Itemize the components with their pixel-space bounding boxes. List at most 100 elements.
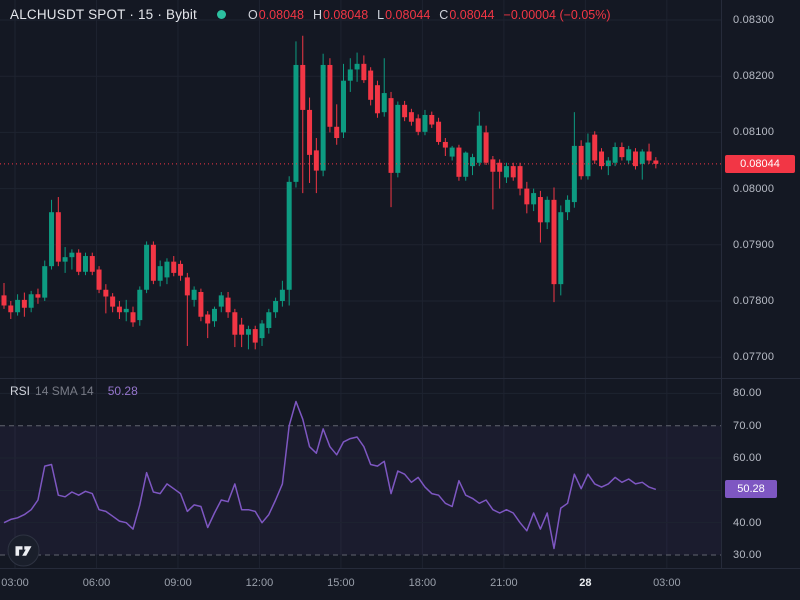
price-axis-label: 0.08100 — [733, 126, 775, 139]
candle — [225, 297, 231, 313]
close-value: 0.08044 — [449, 7, 495, 22]
candle — [565, 199, 571, 213]
candle — [76, 252, 82, 272]
symbol-title[interactable]: ALCHUSDT SPOT · 15 · Bybit — [10, 7, 198, 22]
candle — [307, 109, 313, 155]
rsi-axis-label: 30.00 — [733, 549, 762, 561]
price-axis-label: 0.07800 — [733, 295, 775, 307]
candle — [205, 314, 211, 324]
candle — [266, 312, 272, 328]
candle — [110, 296, 116, 307]
candle — [300, 64, 306, 110]
ohlc-row: O 0.08048 H 0.08048 L 0.08044 C 0.08044 … — [248, 8, 611, 22]
candle — [442, 141, 448, 148]
candle — [28, 294, 34, 308]
candle — [178, 263, 184, 276]
time-axis-label: 15:00 — [327, 577, 355, 589]
candle — [490, 159, 496, 172]
candle — [245, 329, 251, 335]
candle — [341, 80, 346, 133]
price-axis[interactable]: 0.08300 0.08200 0.08100 0.08000 0.07900 0.078… — [721, 0, 800, 568]
candle — [55, 212, 61, 262]
candle — [585, 142, 591, 177]
candle — [313, 150, 319, 171]
candle — [483, 132, 489, 163]
candle — [524, 188, 530, 205]
candle — [89, 256, 95, 272]
candle — [436, 121, 442, 142]
time-axis[interactable]: 03:00 06:00 09:00 12:00 15:00 18:00 21:00 28 03:… — [0, 568, 800, 600]
candle — [626, 149, 632, 161]
candle — [544, 199, 550, 223]
time-axis-label: 21:00 — [490, 577, 518, 589]
price-axis-label: 0.07900 — [733, 238, 775, 251]
candle — [422, 114, 428, 132]
candle — [429, 114, 435, 125]
chart-legend: ALCHUSDT SPOT · 15 · Bybit O 0.08048 H 0… — [10, 7, 611, 22]
candle — [69, 252, 75, 258]
candle — [273, 301, 279, 313]
candle — [62, 257, 68, 262]
candle — [8, 305, 14, 313]
candle — [653, 160, 659, 164]
candle — [517, 166, 523, 189]
candle — [551, 199, 557, 285]
time-axis-label: 12:00 — [245, 577, 274, 589]
candle — [619, 147, 625, 158]
candle — [646, 151, 652, 161]
candle — [1, 295, 7, 306]
rsi-axis-label: 40.00 — [733, 516, 762, 529]
rsi-pane[interactable] — [0, 378, 722, 568]
time-axis-label: 18:00 — [408, 577, 437, 589]
price-axis-label: 0.08000 — [733, 182, 775, 195]
candle — [184, 277, 190, 296]
candle — [130, 312, 136, 323]
rsi-legend: RSI 14 SMA 14 50.28 — [10, 384, 138, 398]
open-label: O — [248, 7, 258, 22]
open-value: 0.08048 — [258, 7, 304, 22]
price-axis-label: 0.07700 — [733, 351, 775, 364]
candle — [218, 295, 224, 307]
rsi-line — [3, 400, 657, 550]
time-axis-label: 06:00 — [82, 577, 111, 589]
candle — [463, 152, 469, 177]
rsi-axis-label: 70.00 — [733, 419, 762, 432]
candle — [578, 145, 584, 177]
candle — [327, 64, 333, 127]
market-status-dot[interactable] — [217, 10, 227, 19]
candle — [571, 145, 577, 203]
time-axis-label: 03:00 — [653, 577, 681, 589]
pane-separator[interactable] — [0, 378, 800, 379]
high-value: 0.08048 — [322, 7, 369, 22]
price-axis-label: 0.08300 — [733, 14, 775, 26]
price-axis-label: 0.08200 — [733, 70, 775, 83]
candle — [470, 157, 476, 167]
change-value: −0.00004 (−0.05%) — [503, 7, 611, 22]
candle — [599, 151, 605, 167]
candle — [239, 324, 245, 335]
close-label: C — [439, 7, 449, 22]
candle — [103, 289, 109, 297]
time-axis-label: 09:00 — [164, 577, 192, 589]
candle — [320, 64, 326, 171]
candle — [605, 160, 611, 167]
candle — [42, 266, 48, 298]
high-label: H — [312, 7, 322, 22]
candle — [592, 134, 598, 161]
candle — [96, 269, 102, 290]
candle — [408, 112, 414, 122]
rsi-axis-label: 60.00 — [733, 452, 762, 465]
time-axis-label: 28 — [579, 577, 592, 589]
candle — [15, 299, 21, 313]
candle — [361, 63, 367, 81]
candle — [558, 212, 564, 285]
candle — [476, 125, 482, 163]
rsi-axis-label: 80.00 — [733, 387, 762, 400]
rsi-title[interactable]: RSI — [10, 384, 31, 398]
price-pane[interactable] — [0, 0, 722, 378]
candle — [510, 166, 516, 178]
candle — [612, 147, 618, 163]
candle — [402, 104, 408, 118]
candle — [456, 147, 462, 177]
